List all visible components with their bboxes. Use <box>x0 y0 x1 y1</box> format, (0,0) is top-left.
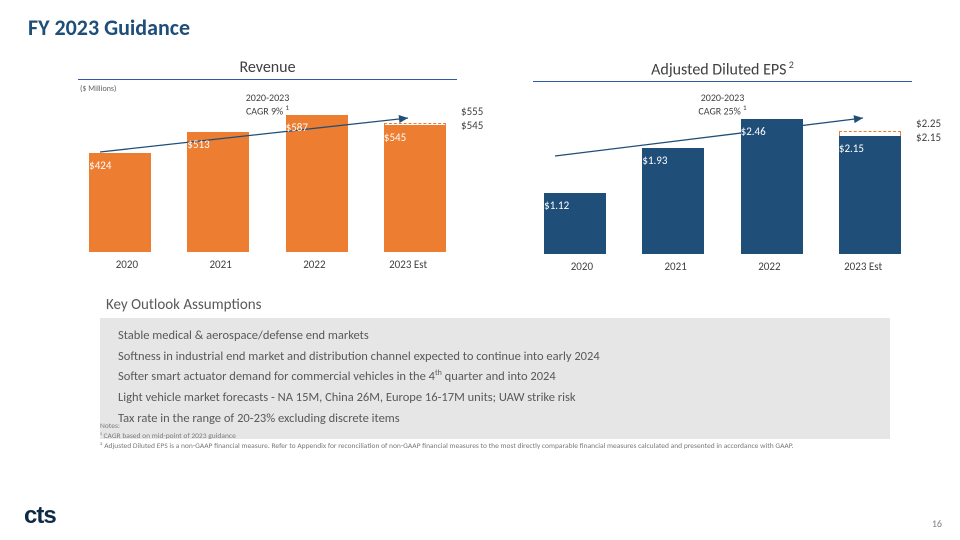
x-axis-label: 2021 <box>629 260 723 273</box>
x-axis-label: 2022 <box>268 258 362 271</box>
x-axis-label: 2021 <box>174 258 268 271</box>
bar-slot: $587 <box>277 115 357 252</box>
x-axis: 2020202120222023 Est <box>535 260 910 273</box>
revenue-chart: Revenue($ Millions)2020-2023CAGR 9% 1$42… <box>70 58 465 278</box>
company-logo: cts <box>24 502 56 530</box>
bars-area: $1.12 $1.93 $2.46 $2.25$2.15$2.15 <box>535 114 910 254</box>
x-axis-label: 2020 <box>535 260 629 273</box>
bar-value-label: $545 <box>384 131 406 144</box>
bar-value-label: $1.93 <box>642 154 667 167</box>
assumption-line: Light vehicle market forecasts - NA 15M,… <box>118 388 876 409</box>
assumption-line: Softer smart actuator demand for commerc… <box>118 367 876 388</box>
footnotes: Notes: ¹ CAGR based on mid-point of 2023… <box>100 422 890 451</box>
bar: $2.15 <box>839 136 901 254</box>
bar: $513 <box>187 132 249 252</box>
charts-row: Revenue($ Millions)2020-2023CAGR 9% 1$42… <box>70 58 920 278</box>
bar: $2.46 <box>741 119 803 254</box>
bar-value-label: $513 <box>187 138 209 151</box>
x-axis-label: 2023 Est <box>361 258 455 271</box>
footnote-line: ¹ CAGR based on mid-point of 2023 guidan… <box>100 432 890 442</box>
x-axis-label: 2020 <box>80 258 174 271</box>
chart-title: Adjusted Diluted EPS 2 <box>525 58 920 79</box>
range-labels: $2.25$2.15 <box>916 117 960 145</box>
bars-area: $424 $513 $587 $555$545$545 <box>80 112 455 252</box>
assumption-line: Stable medical & aerospace/defense end m… <box>118 326 876 347</box>
notes-header: Notes: <box>100 422 890 432</box>
footnote-line: ² Adjusted Diluted EPS is a non-GAAP fin… <box>100 442 890 452</box>
bar-value-label: $1.12 <box>544 199 569 212</box>
x-axis: 2020202120222023 Est <box>80 258 455 271</box>
bar-slot: $424 <box>80 153 160 252</box>
range-box <box>384 123 446 125</box>
bar-value-label: $587 <box>286 121 308 134</box>
range-labels: $555$545 <box>461 105 505 133</box>
assumptions-block: Key Outlook Assumptions Stable medical &… <box>100 296 890 439</box>
bar-slot: $2.46 <box>732 119 812 254</box>
eps-chart: Adjusted Diluted EPS 2 2020-2023CAGR 25% … <box>525 58 920 278</box>
chart-rule <box>533 81 912 82</box>
x-axis-label: 2022 <box>723 260 817 273</box>
slide-title: FY 2023 Guidance <box>28 14 190 41</box>
assumption-line: Softness in industrial end market and di… <box>118 347 876 368</box>
bar-slot: $1.93 <box>633 148 713 254</box>
assumptions-heading: Key Outlook Assumptions <box>100 296 890 314</box>
bar-value-label: $2.15 <box>839 142 864 155</box>
range-box <box>839 131 901 136</box>
bar-slot: $555$545$545 <box>375 125 455 252</box>
bar: $1.93 <box>642 148 704 254</box>
page-number: 16 <box>932 517 942 530</box>
x-axis-label: 2023 Est <box>816 260 910 273</box>
bar: $587 <box>286 115 348 252</box>
cagr-label: 2020-2023CAGR 25% 1 <box>698 92 746 116</box>
bar-slot: $2.25$2.15$2.15 <box>830 136 910 254</box>
chart-title: Revenue <box>70 58 465 77</box>
bar: $424 <box>89 153 151 252</box>
bar: $1.12 <box>544 193 606 254</box>
bar: $545 <box>384 125 446 252</box>
bar-value-label: $2.46 <box>741 125 766 138</box>
cagr-label: 2020-2023CAGR 9% 1 <box>246 92 290 116</box>
bar-value-label: $424 <box>89 159 111 172</box>
bar-slot: $1.12 <box>535 193 615 254</box>
chart-rule <box>78 79 457 80</box>
bar-slot: $513 <box>178 132 258 252</box>
